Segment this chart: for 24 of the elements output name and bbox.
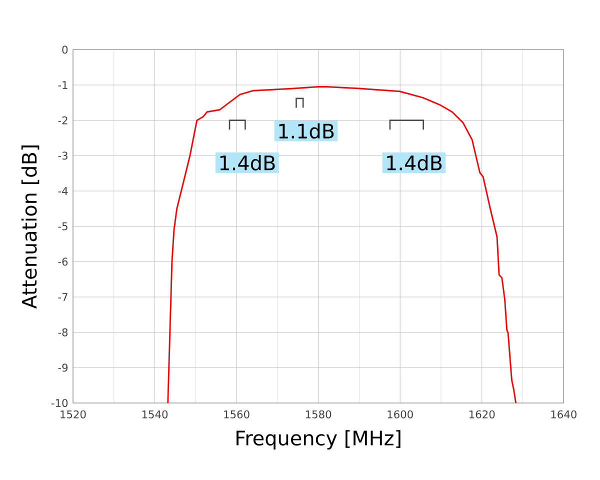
- x-tick-label: 1520: [60, 410, 86, 418]
- x-tick-label: 1560: [224, 410, 250, 418]
- x-axis-title: Frequency [MHz]: [236, 430, 400, 450]
- y-tick-label: -6: [58, 258, 68, 266]
- x-tick-label: 1640: [551, 410, 576, 418]
- annotation: 1.4dB: [387, 155, 442, 170]
- y-tick-label: -2: [58, 116, 68, 124]
- y-tick-label: -5: [58, 222, 68, 230]
- y-tick-label: -7: [58, 293, 68, 301]
- y-tick-label: -1: [58, 81, 68, 89]
- y-axis-title: Attenuation [dB]: [21, 146, 40, 309]
- y-tick-label: -9: [58, 364, 68, 372]
- y-tick-label: 0: [62, 46, 68, 54]
- y-tick-label: -8: [58, 328, 68, 336]
- y-tick-label: -3: [58, 152, 68, 160]
- line-series: [167, 86, 517, 403]
- x-tick-label: 1600: [388, 410, 413, 418]
- x-tick-label: 1540: [142, 410, 168, 418]
- annotation: 1.1dB: [279, 123, 334, 139]
- y-tick-label: -10: [51, 398, 68, 408]
- x-tick-label: 1580: [306, 410, 332, 418]
- x-tick-label: 1620: [470, 410, 495, 418]
- annotation: 1.4dB: [220, 155, 275, 170]
- y-tick-label: -4: [58, 187, 68, 195]
